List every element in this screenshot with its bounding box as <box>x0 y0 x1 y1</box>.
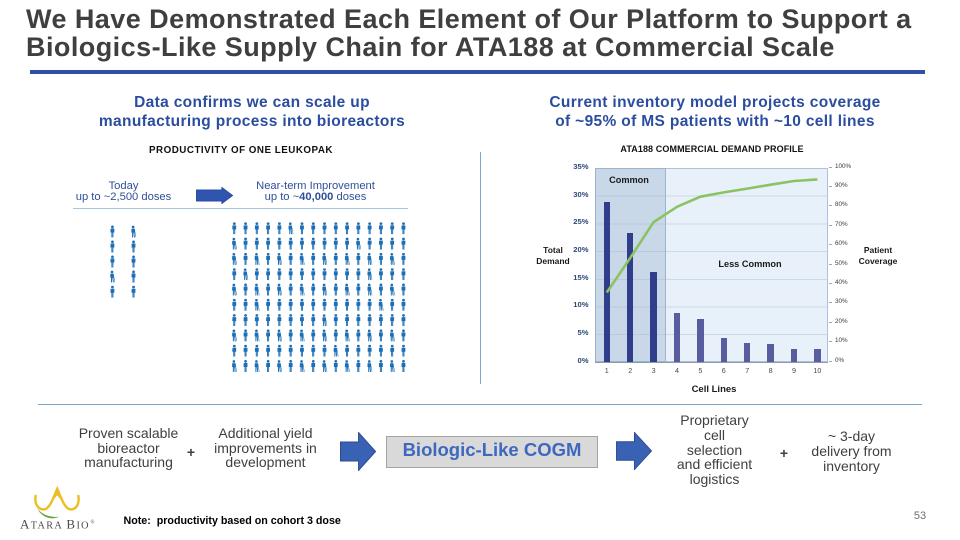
svg-text:ATARA BIO®: ATARA BIO® <box>20 516 96 531</box>
